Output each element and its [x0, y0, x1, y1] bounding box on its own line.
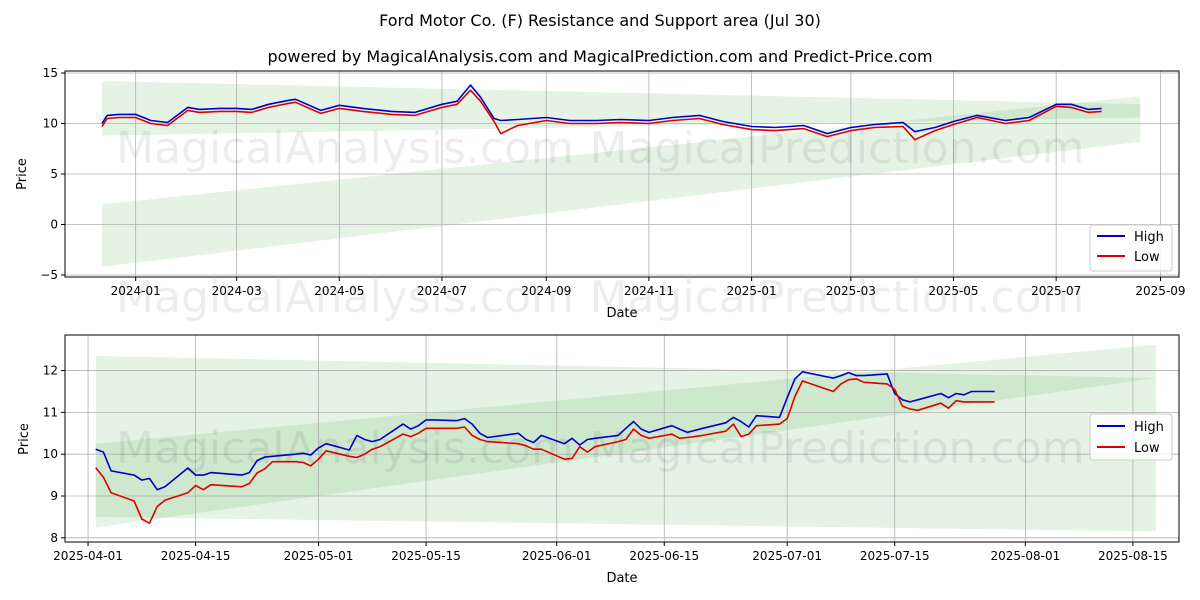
bottom-chart-panel: MagicalAnalysis.com MagicalPrediction.co… [17, 334, 1180, 586]
top-xtick-label-3: 2024-07 [417, 284, 467, 298]
top-series-high-line [101, 84, 1102, 135]
top-ytick-label-3: 10 [43, 117, 58, 131]
bottom-watermarks: MagicalAnalysis.com MagicalPrediction.co… [116, 423, 1084, 474]
top-series-layer [101, 84, 1102, 141]
bottom-ytick-label-0: 8 [50, 531, 58, 545]
bottom-ytick-label-3: 11 [43, 405, 58, 419]
bottom-band-1 [95, 344, 1157, 528]
top-ytick-label-0: −5 [40, 268, 58, 282]
top-watermark-lower-right: MagicalPrediction.com [590, 272, 1085, 323]
bottom-xtick-label-2: 2025-05-01 [284, 549, 354, 563]
bottom-series-low-line [95, 378, 995, 525]
top-xtick-label-5: 2024-11 [624, 284, 674, 298]
bottom-series-layer [95, 370, 995, 525]
top-xtick-label-1: 2024-03 [212, 284, 262, 298]
bottom-xtick-label-4: 2025-06-01 [522, 549, 592, 563]
top-xtick-label-0: 2024-01 [111, 284, 161, 298]
bottom-xtick-label-5: 2025-06-15 [629, 549, 699, 563]
top-ytick-label-4: 15 [43, 66, 58, 80]
bottom-x-axis-label: Date [606, 571, 637, 586]
top-legend: High Low [1089, 224, 1173, 272]
top-xtick-label-10: 2025-09 [1135, 284, 1185, 298]
bottom-legend: High Low [1089, 413, 1173, 461]
bottom-ytick-label-2: 10 [43, 447, 58, 461]
top-x-axis-label: Date [606, 306, 637, 321]
bottom-grid [65, 335, 1179, 542]
bottom-series-high-line [95, 370, 995, 491]
bottom-band-layer [95, 344, 1157, 532]
top-xtick-label-2: 2024-05 [314, 284, 364, 298]
bottom-xtick-label-0: 2025-04-01 [53, 549, 123, 563]
top-xtick-label-6: 2025-01 [727, 284, 777, 298]
top-y-axis-label: Price [15, 158, 30, 190]
bottom-xtick-label-7: 2025-07-15 [860, 549, 930, 563]
top-watermark-left: MagicalAnalysis.com [116, 123, 574, 174]
bottom-y-axis-label: Price [17, 423, 32, 455]
chart-subtitle: powered by MagicalAnalysis.com and Magic… [267, 47, 932, 66]
bottom-watermark-right: MagicalPrediction.com [590, 423, 1085, 474]
bottom-ytick-label-1: 9 [50, 489, 58, 503]
top-xtick-label-9: 2025-07 [1031, 284, 1081, 298]
top-xtick-label-4: 2024-09 [521, 284, 571, 298]
bottom-legend-low-label: Low [1134, 441, 1160, 456]
top-chart-panel: MagicalAnalysis.com MagicalPrediction.co… [15, 66, 1186, 323]
top-legend-low-label: Low [1134, 250, 1160, 265]
top-watermark-lower-left: MagicalAnalysis.com [116, 272, 574, 323]
top-series-low-line [101, 89, 1102, 141]
top-band-0 [102, 81, 1141, 136]
top-ytick-label-1: 0 [50, 217, 58, 231]
bottom-xtick-label-6: 2025-07-01 [752, 549, 822, 563]
bottom-legend-high-label: High [1134, 420, 1164, 435]
top-ticks: −5 0 5 10 15 2024-01 2024-03 2024-05 2024-07 2024… [40, 66, 1185, 298]
top-watermarks: MagicalAnalysis.com MagicalPrediction.co… [116, 123, 1084, 323]
bottom-ytick-label-4: 12 [43, 364, 58, 378]
bottom-xtick-label-3: 2025-05-15 [391, 549, 461, 563]
top-xtick-label-7: 2025-03 [826, 284, 876, 298]
bottom-ticks: 8 9 10 11 12 2025-04-01 2025-04-15 2025-05-01 20… [43, 364, 1168, 563]
bottom-xtick-label-9: 2025-08-15 [1098, 549, 1168, 563]
bottom-xtick-label-1: 2025-04-15 [161, 549, 231, 563]
bottom-xtick-label-8: 2025-08-01 [990, 549, 1060, 563]
top-ytick-label-2: 5 [50, 167, 58, 181]
top-xtick-label-8: 2025-05 [928, 284, 978, 298]
bottom-band-0 [95, 355, 1157, 532]
chart-title: Ford Motor Co. (F) Resistance and Suppor… [379, 11, 821, 30]
top-legend-high-label: High [1134, 230, 1164, 245]
bottom-plot-frame [64, 334, 1180, 543]
